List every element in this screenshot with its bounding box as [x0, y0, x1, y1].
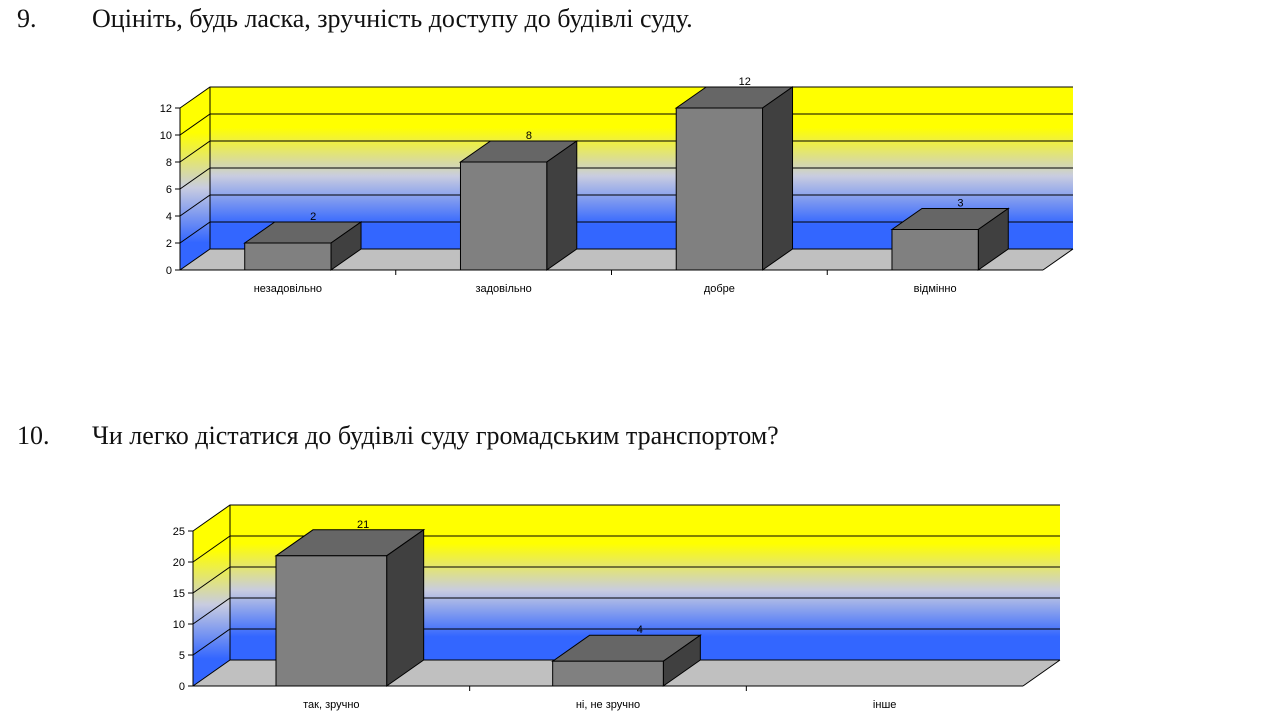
x-category-label: відмінно	[914, 283, 957, 295]
data-label: 12	[739, 76, 751, 88]
bar-front	[244, 242, 332, 271]
question-number: 10.	[17, 421, 50, 450]
y-tick-label: 15	[173, 588, 185, 600]
bar	[458, 140, 579, 271]
question-text: Чи легко дістатися до будівлі суду грома…	[92, 421, 779, 450]
bar-side	[386, 528, 425, 687]
y-tick-label: 10	[160, 130, 172, 142]
bar-front	[552, 660, 664, 687]
x-category-label: так, зручно	[303, 699, 359, 711]
y-tick-label: 0	[166, 265, 172, 277]
data-label: 21	[357, 519, 369, 531]
x-category-label: інше	[873, 699, 896, 711]
side-wall	[193, 505, 230, 686]
bar-front	[891, 229, 979, 271]
x-category-label: незадовільно	[254, 283, 322, 295]
bar	[674, 86, 795, 271]
chart-floor	[180, 249, 1073, 270]
floor-edge	[1042, 248, 1074, 271]
y-tick-label: 5	[179, 650, 185, 662]
data-label: 3	[957, 198, 963, 210]
bar	[274, 528, 426, 687]
bar	[551, 634, 702, 687]
chart-access-convenience: 0 2 4 6 8 10 12 незадовільно 2 задовільно 8 добре 12…	[160, 76, 1074, 295]
y-tick-label: 6	[166, 184, 172, 196]
bar	[243, 221, 363, 271]
y-tick-label: 4	[166, 211, 172, 223]
bar-front	[275, 555, 388, 687]
question-number: 9.	[17, 4, 37, 33]
y-tick-label: 25	[173, 526, 185, 538]
floor-edge	[1022, 659, 1061, 687]
data-label: 4	[637, 624, 643, 636]
y-tick-label: 10	[173, 619, 185, 631]
y-tick-label: 2	[166, 238, 172, 250]
data-label: 2	[310, 211, 316, 223]
bar-front	[675, 107, 764, 271]
bar	[890, 207, 1010, 271]
bar-front	[459, 161, 548, 271]
y-tick-label: 0	[179, 681, 185, 693]
y-tick-label: 8	[166, 157, 172, 169]
x-category-label: добре	[704, 283, 735, 295]
y-tick-label: 12	[160, 103, 172, 115]
y-tick-label: 20	[173, 557, 185, 569]
data-label: 8	[526, 130, 532, 142]
question-text: Оцініть, будь ласка, зручність доступу д…	[92, 4, 693, 33]
x-category-label: ні, не зручно	[576, 699, 640, 711]
x-category-label: задовільно	[475, 283, 531, 295]
